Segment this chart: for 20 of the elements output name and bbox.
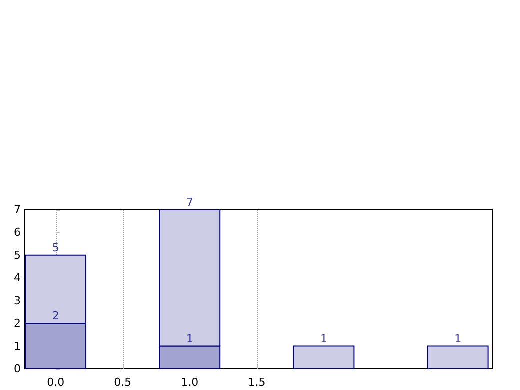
bar xyxy=(427,346,489,370)
total-label: 1 xyxy=(320,332,328,346)
x-tick-label: 1.5 xyxy=(248,376,266,389)
x-tick-label: 0.5 xyxy=(114,376,132,389)
total-label: 5 xyxy=(52,241,60,254)
y-tick-label: 6 xyxy=(14,226,21,240)
y-tick-label: 7 xyxy=(14,204,21,216)
data-label: 2 xyxy=(52,310,60,323)
bar xyxy=(293,346,355,370)
y-tick-label: 3 xyxy=(14,294,21,308)
total-label: 7 xyxy=(186,196,194,209)
y-tick-label: 5 xyxy=(14,248,21,262)
total-label: 1 xyxy=(454,332,462,346)
y-tick-label: 4 xyxy=(14,272,21,285)
x-tick-label: 0.0 xyxy=(47,376,65,389)
x-tick-label: 1.0 xyxy=(181,376,199,389)
y-tick-label: 1 xyxy=(14,340,21,353)
y-tick-label: 0 xyxy=(14,362,21,376)
data-label: 1 xyxy=(186,332,194,346)
y-tick-label: 2 xyxy=(14,317,21,330)
